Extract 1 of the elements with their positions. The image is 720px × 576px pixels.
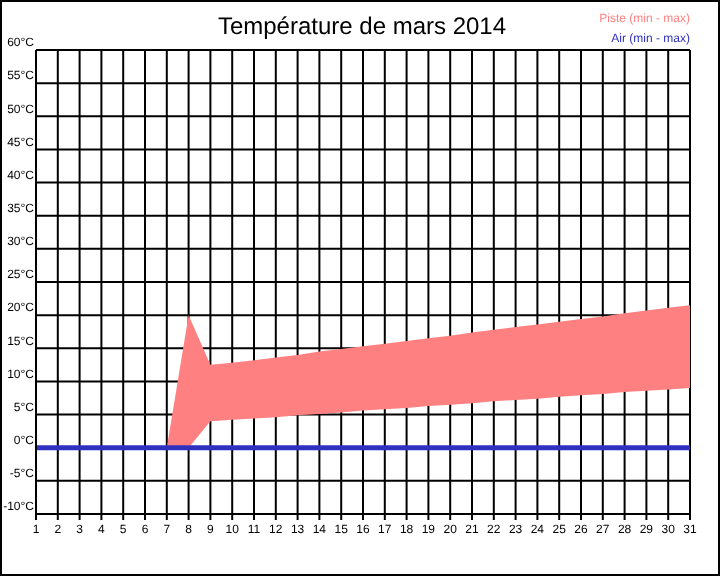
chart-title: Température de mars 2014 bbox=[217, 12, 507, 40]
